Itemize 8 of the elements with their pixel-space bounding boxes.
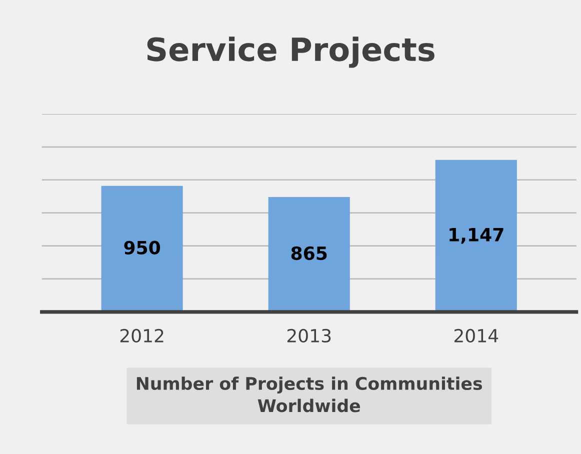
x-tick-label: 2013 xyxy=(287,328,331,343)
x-axis-title: Number of Projects in Communities Worldwide xyxy=(136,376,482,412)
x-tick-label: 2012 xyxy=(120,328,164,343)
chart-title: Service Projects xyxy=(147,36,434,68)
data-label: 950 xyxy=(124,240,160,254)
data-label: 865 xyxy=(291,246,327,260)
x-tick-label: 2014 xyxy=(454,328,498,343)
data-label: 1,147 xyxy=(450,228,504,244)
